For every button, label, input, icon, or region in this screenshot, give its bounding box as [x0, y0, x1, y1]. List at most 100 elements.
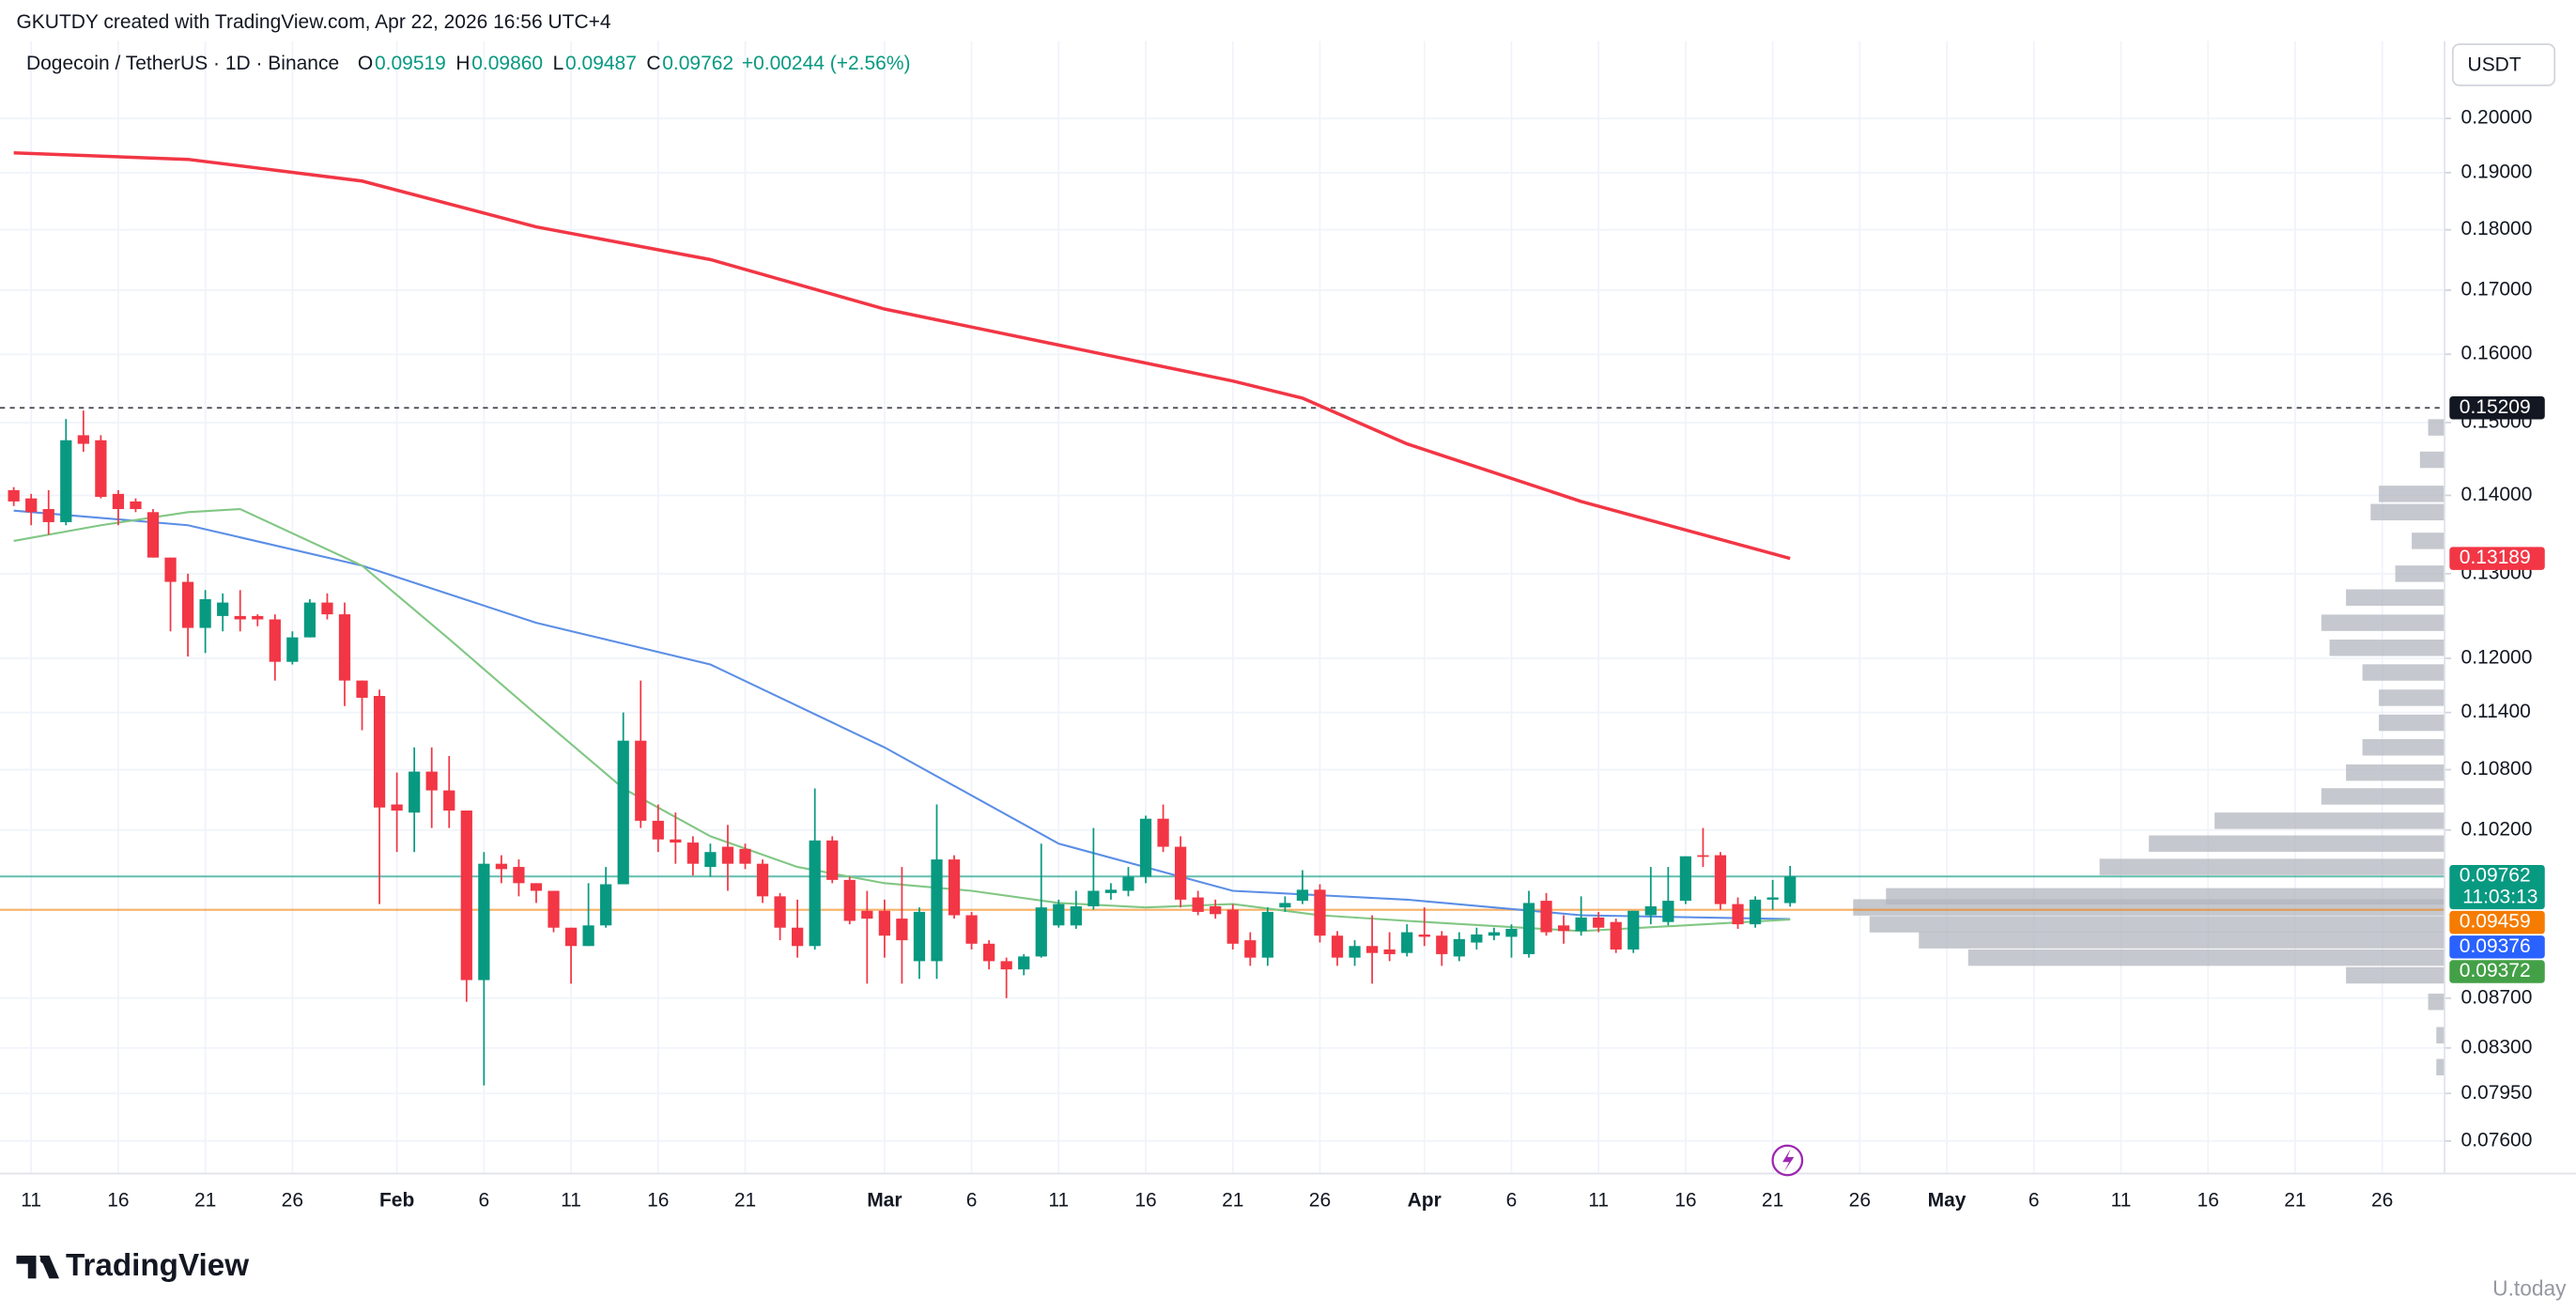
profile-bar	[1869, 916, 2445, 933]
price-label: 0.09372	[2460, 960, 2531, 981]
candle-body	[1679, 856, 1692, 902]
candle-body	[948, 859, 961, 916]
candle-body	[25, 498, 38, 513]
price-label-box	[2449, 935, 2545, 959]
candle-body	[704, 852, 717, 868]
profile-bar	[2395, 565, 2445, 582]
candle-body	[1157, 818, 1169, 847]
icon-bolt[interactable]	[1782, 1149, 1795, 1172]
candle-body	[1436, 935, 1448, 954]
profile-bar	[1919, 932, 2445, 949]
price-label-box	[2449, 396, 2545, 420]
candle-body	[686, 842, 699, 864]
profile-bar	[2321, 788, 2445, 805]
candle-body	[460, 811, 472, 981]
candle-body	[1418, 935, 1430, 937]
x-tick-label: 26	[2371, 1190, 2393, 1212]
candle-body	[652, 820, 664, 840]
candle-body	[1122, 876, 1134, 891]
candle-body	[1261, 911, 1273, 958]
logo-mark	[16, 1255, 59, 1279]
candle-body	[739, 848, 751, 864]
currency-button[interactable]	[2451, 43, 2556, 86]
profile-bar	[2362, 664, 2445, 681]
candle-body	[1210, 905, 1222, 915]
candle-body	[1610, 921, 1622, 950]
indicator-lines	[0, 150, 2445, 933]
profile-bar	[2370, 503, 2445, 521]
x-tick-label: 6	[479, 1190, 490, 1212]
candle-body	[878, 910, 890, 936]
price-label-box	[2449, 864, 2545, 910]
profile-bar	[2214, 812, 2445, 829]
profile-bar	[2419, 451, 2445, 469]
candle-body	[1331, 935, 1344, 958]
candle-body	[321, 602, 333, 615]
price-countdown: 11:03:13	[2462, 886, 2537, 907]
y-tick-label: 0.08700	[2461, 986, 2533, 1008]
y-tick-label: 0.17000	[2461, 279, 2533, 301]
price-label-box	[2449, 547, 2545, 570]
volume-profile	[1853, 419, 2445, 1075]
candle-body	[1053, 904, 1065, 926]
candle-body	[600, 884, 612, 926]
candle-body	[1174, 846, 1187, 900]
price-label: 0.09376	[2460, 935, 2531, 957]
y-tick-label: 0.18000	[2461, 218, 2533, 239]
candle-body	[164, 557, 177, 582]
lightning-icon[interactable]	[1771, 1144, 1804, 1177]
profile-bar	[1967, 949, 2445, 966]
candle-body	[564, 927, 578, 947]
candle-body	[965, 915, 978, 944]
profile-bar	[2428, 419, 2445, 436]
watermark: U.today	[2492, 1276, 2567, 1301]
candle-body	[425, 771, 438, 791]
candle-body	[252, 615, 264, 620]
candle-body	[443, 790, 455, 811]
x-tick-label: May	[1928, 1190, 1967, 1212]
logo: TradingView	[16, 1248, 249, 1283]
x-tick-label: 11	[2111, 1190, 2132, 1212]
ohlc-key: O	[358, 53, 373, 74]
candle-body	[1453, 938, 1465, 957]
y-tick-label: 0.16000	[2461, 343, 2533, 364]
profile-bar	[2436, 1027, 2445, 1044]
ohlc-value: 0.09519	[375, 53, 446, 74]
candle-body	[513, 867, 525, 884]
candle-body	[303, 602, 316, 638]
candle-body	[1035, 907, 1047, 957]
candle-body	[60, 440, 72, 522]
price-label-box	[2449, 960, 2545, 983]
candle-body	[774, 896, 786, 928]
x-tick-label: Feb	[379, 1190, 414, 1212]
profile-bar	[2436, 1058, 2445, 1075]
candle-body	[286, 637, 299, 662]
currency[interactable]: USDT	[2468, 54, 2522, 75]
profile-bar	[2329, 639, 2445, 656]
candle-body	[391, 804, 403, 811]
candle-body	[181, 581, 194, 628]
candle-body	[1000, 961, 1012, 970]
profile-bar	[2346, 966, 2445, 984]
moving-average	[13, 150, 1791, 561]
y-tick-label: 0.07950	[2461, 1082, 2533, 1104]
y-tick-label: 0.07600	[2461, 1129, 2533, 1151]
logo-dot	[39, 1255, 49, 1264]
candle-body	[1349, 946, 1361, 958]
moving-average	[13, 509, 1791, 920]
candle-body	[1383, 949, 1396, 954]
candle-body	[1749, 899, 1762, 925]
candle-body	[530, 883, 543, 891]
x-tick-label: 11	[561, 1190, 581, 1212]
candle-body	[809, 840, 821, 947]
x-tick-label: Apr	[1408, 1190, 1442, 1212]
candle-body	[373, 696, 386, 808]
candle-body	[843, 879, 856, 921]
x-tick-label: 16	[107, 1190, 129, 1212]
candle-body	[1365, 946, 1379, 953]
candle-body	[338, 614, 351, 681]
profile-bar	[2346, 589, 2445, 606]
y-tick-label: 0.11400	[2461, 701, 2531, 722]
candle-body	[1593, 917, 1605, 928]
